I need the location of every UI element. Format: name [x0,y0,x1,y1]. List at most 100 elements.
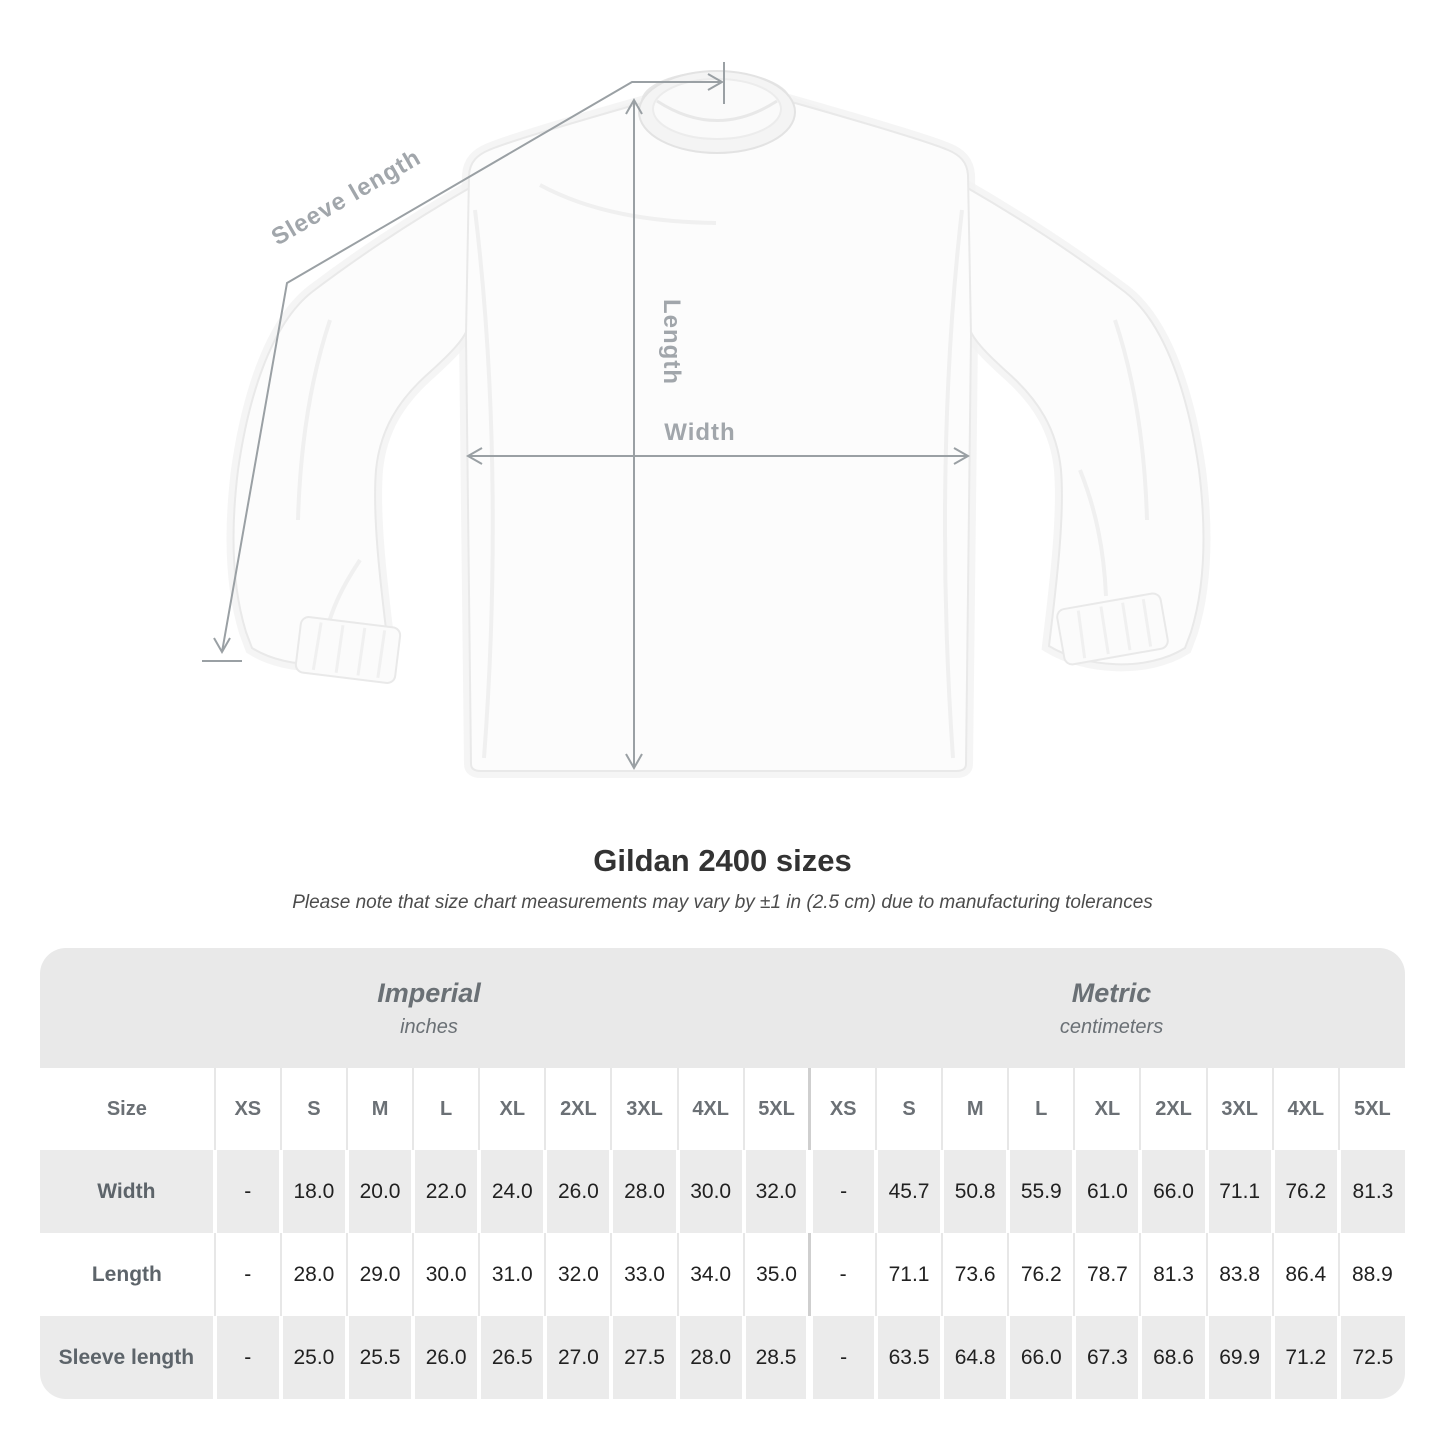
measurement-cell: 26.0 [411,1316,480,1399]
measurement-cell: 26.5 [477,1316,546,1399]
unit-group-imperial: Imperial inches [40,948,818,1068]
measurement-cell: 28.5 [741,1316,810,1399]
size-col-header: 5XL [742,1068,810,1150]
measurement-cell: 66.0 [1006,1316,1075,1399]
measurements-table: Size XS S M L XL 2XL 3XL 4XL 5XL XS S M L XL 2XL 3XL 4XL… [40,1068,1405,1399]
measurement-cell: 68.6 [1138,1316,1207,1399]
metric-title: Metric [1071,977,1152,1008]
measurement-cell: 71.2 [1270,1316,1339,1399]
measurement-cell: 27.5 [609,1316,678,1399]
imperial-unit: inches [400,1015,458,1038]
size-col-header: S [279,1068,347,1150]
size-col-header: M [941,1068,1009,1150]
measurement-cell: 27.0 [543,1316,612,1399]
measurement-cell: 45.7 [873,1150,943,1233]
shirt-right-cuff [1056,592,1169,666]
measurement-cell: 63.5 [873,1316,943,1399]
measurement-cell: 72.5 [1336,1316,1405,1399]
measurement-cell: 81.3 [1336,1150,1405,1233]
measurement-cell: 18.0 [278,1150,347,1233]
measurement-cell: 30.0 [412,1233,480,1316]
size-col-header: XL [478,1068,546,1150]
measurement-cell: 22.0 [411,1150,480,1233]
size-col-header: 5XL [1337,1068,1405,1150]
length-arrow [625,97,643,771]
measurement-cell: 28.0 [609,1150,678,1233]
row-label: Length [40,1233,215,1316]
size-col-header: 2XL [544,1068,612,1150]
measurement-cell: 25.0 [278,1316,347,1399]
size-col-header: 4XL [676,1068,744,1150]
table-row: Sleeve length -25.0 25.5 26.0 26.5 27.0 27.5 28… [40,1316,1405,1399]
table-row: Length -28.0 29.0 30.0 31.0 32.0 33.0 34.0 35.0-… [40,1233,1405,1316]
row-label: Width [40,1150,215,1233]
length-label: Length [658,299,685,385]
shirt-collar [638,70,796,154]
measurement-cell: 32.0 [544,1233,612,1316]
imperial-title: Imperial [377,977,481,1008]
measurement-cell: 76.2 [1270,1150,1339,1233]
measurement-cell: 28.0 [279,1233,347,1316]
measurement-cell: 81.3 [1139,1233,1207,1316]
measurement-cell: 83.8 [1205,1233,1273,1316]
unit-group-metric: Metric centimeters [818,948,1405,1068]
measurement-cell: 76.2 [1007,1233,1075,1316]
measurement-cell: - [808,1233,876,1316]
measurement-cell: 71.1 [1204,1150,1273,1233]
measurement-cell: 86.4 [1271,1233,1339,1316]
measurement-cell: - [806,1316,876,1399]
sleeve-length-arrow [202,62,725,662]
measurement-cell: 26.0 [543,1150,612,1233]
chart-header: Gildan 2400 sizes Please note that size … [0,843,1445,914]
measurement-cell: 25.5 [344,1316,414,1399]
shirt-illustration [226,70,1211,778]
shirt-diagram: Sleeve length Length Width [202,62,1211,778]
measurement-cell: 69.9 [1204,1316,1273,1399]
size-col-header: 3XL [610,1068,678,1150]
measurement-cell: - [806,1150,876,1233]
size-table: Imperial inches Metric centimeters Size … [40,948,1405,1399]
size-col-header: 3XL [1205,1068,1273,1150]
size-col-header: 4XL [1271,1068,1339,1150]
measurement-cell: - [212,1316,281,1399]
measurement-cell: 66.0 [1138,1150,1207,1233]
measurement-cell: 61.0 [1072,1150,1141,1233]
measurement-cell: 55.9 [1006,1150,1075,1233]
measurement-cell: 20.0 [344,1150,414,1233]
page-title: Gildan 2400 sizes [593,843,852,878]
size-col-header: 2XL [1139,1068,1207,1150]
measurement-cell: 30.0 [675,1150,744,1233]
size-col-header: M [345,1068,414,1150]
width-label: Width [664,419,735,446]
measurement-cell: 35.0 [742,1233,810,1316]
measurement-cell: 34.0 [676,1233,744,1316]
measurement-cell: 67.3 [1072,1316,1141,1399]
measurement-cell: 24.0 [477,1150,546,1233]
size-header-row: Size XS S M L XL 2XL 3XL 4XL 5XL XS S M L XL 2XL 3XL 4XL… [40,1068,1405,1150]
unit-band: Imperial inches Metric centimeters [40,948,1405,1068]
row-label: Sleeve length [40,1316,215,1399]
measurement-cell: 32.0 [741,1150,810,1233]
measurement-cell: 73.6 [941,1233,1009,1316]
measurement-cell: 33.0 [610,1233,678,1316]
width-arrow [465,447,971,465]
table-row: Width -18.0 20.0 22.0 24.0 26.0 28.0 30.0 32.0-4… [40,1150,1405,1233]
measurement-cell: 28.0 [675,1316,744,1399]
size-header-label: Size [40,1068,215,1150]
tolerance-note: Please note that size chart measurements… [292,892,1153,913]
size-col-header: XL [1073,1068,1141,1150]
measurement-cell: - [212,1150,281,1233]
size-col-header: XS [808,1068,876,1150]
size-col-header: XS [213,1068,281,1150]
size-col-header: L [412,1068,480,1150]
measurement-cell: 78.7 [1073,1233,1141,1316]
measurement-cell: 50.8 [940,1150,1009,1233]
measurement-cell: 64.8 [940,1316,1009,1399]
measurement-cell: 71.1 [874,1233,943,1316]
metric-unit: centimeters [1059,1015,1164,1038]
shirt-left-cuff [294,616,402,684]
measurement-cell: - [213,1233,281,1316]
measurement-cell: 31.0 [478,1233,546,1316]
measurement-cell: 88.9 [1337,1233,1405,1316]
